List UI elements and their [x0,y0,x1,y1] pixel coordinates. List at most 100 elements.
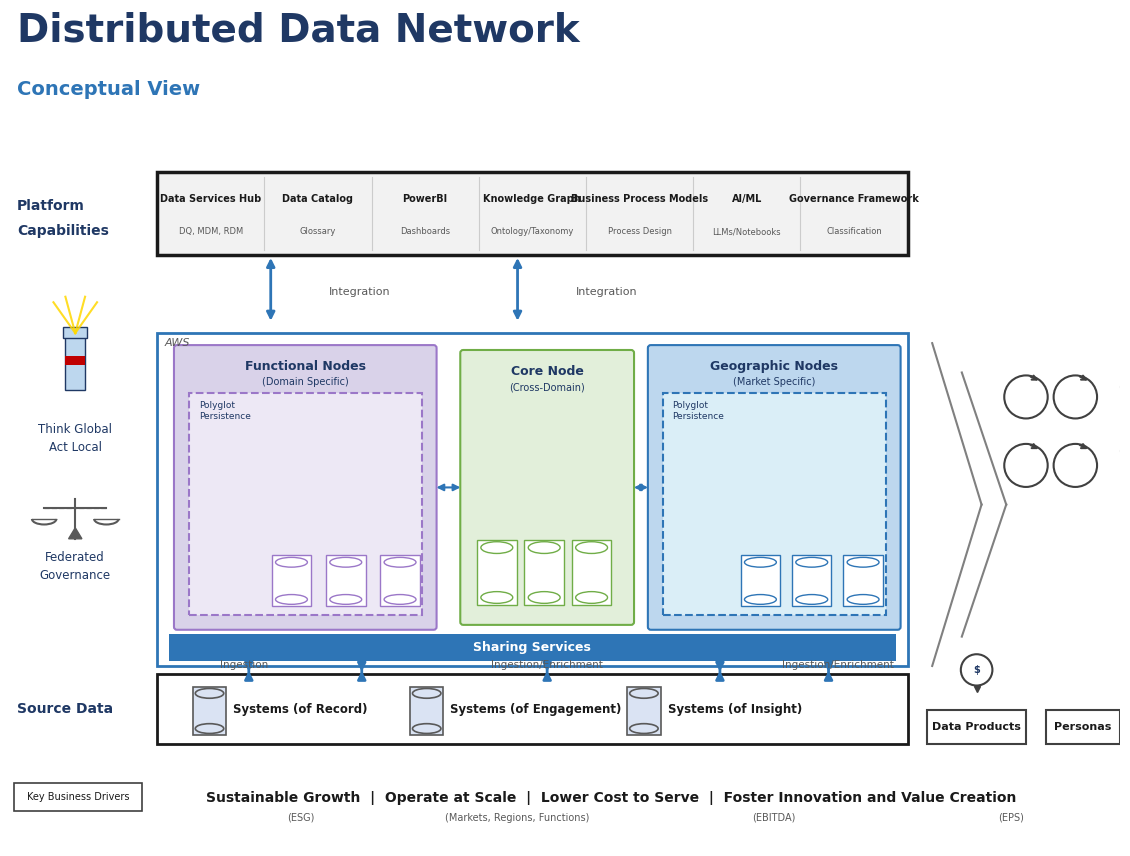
Text: Functional Nodes: Functional Nodes [245,360,366,372]
Text: Integration: Integration [329,288,390,297]
FancyBboxPatch shape [460,350,634,625]
FancyBboxPatch shape [63,327,87,338]
Ellipse shape [276,595,307,604]
Text: LLMs/Notebooks: LLMs/Notebooks [712,228,781,236]
Text: (EPS): (EPS) [998,812,1024,823]
Text: Platform: Platform [17,199,85,213]
FancyBboxPatch shape [1045,710,1120,744]
Text: Business Process Models: Business Process Models [571,193,709,204]
Text: (EBITDA): (EBITDA) [753,812,796,823]
Ellipse shape [575,591,608,603]
FancyBboxPatch shape [189,393,421,615]
FancyBboxPatch shape [740,556,780,606]
Text: Geographic Nodes: Geographic Nodes [711,360,838,372]
Ellipse shape [481,542,513,554]
Text: Ingestion/Enrichment: Ingestion/Enrichment [492,660,603,670]
Text: Ontology/Taxonomy: Ontology/Taxonomy [490,228,574,236]
Text: Governance Framework: Governance Framework [789,193,919,204]
Ellipse shape [412,688,441,698]
Ellipse shape [848,557,879,568]
FancyBboxPatch shape [14,783,142,811]
FancyBboxPatch shape [66,336,85,389]
Ellipse shape [629,688,658,698]
Text: Data Catalog: Data Catalog [282,193,354,204]
Ellipse shape [575,542,608,554]
Text: Core Node: Core Node [511,365,583,377]
Text: (Market Specific): (Market Specific) [733,377,816,388]
Ellipse shape [629,723,658,734]
Text: Capabilities: Capabilities [17,223,108,238]
FancyBboxPatch shape [157,674,907,744]
Text: Polyglot
Persistence: Polyglot Persistence [672,401,724,421]
Ellipse shape [276,557,307,568]
Ellipse shape [796,557,827,568]
Ellipse shape [330,557,362,568]
FancyBboxPatch shape [381,556,420,606]
Ellipse shape [195,688,224,698]
Text: Distributed Data Network: Distributed Data Network [17,12,580,50]
Ellipse shape [195,723,224,734]
FancyBboxPatch shape [66,356,85,366]
Ellipse shape [384,557,416,568]
FancyBboxPatch shape [327,556,365,606]
Text: Process Design: Process Design [608,228,671,236]
Ellipse shape [848,595,879,604]
Text: Key Business Drivers: Key Business Drivers [27,792,130,802]
Ellipse shape [745,595,776,604]
Text: Sustainable Growth  |  Operate at Scale  |  Lower Cost to Serve  |  Foster Innov: Sustainable Growth | Operate at Scale | … [206,791,1017,805]
Text: Systems (of Record): Systems (of Record) [233,703,367,716]
Ellipse shape [796,595,827,604]
FancyBboxPatch shape [572,540,611,605]
Text: DQ, MDM, RDM: DQ, MDM, RDM [179,228,243,236]
Text: PowerBI: PowerBI [402,193,447,204]
Text: Think Global
Act Local: Think Global Act Local [38,424,112,455]
Text: Integration: Integration [575,288,637,297]
FancyBboxPatch shape [170,633,896,661]
Text: Systems (of Insight): Systems (of Insight) [668,703,802,716]
Text: Sharing Services: Sharing Services [473,641,591,654]
Ellipse shape [745,557,776,568]
Text: (Cross-Domain): (Cross-Domain) [510,383,585,392]
FancyBboxPatch shape [193,687,226,735]
FancyBboxPatch shape [477,540,516,605]
Text: AI/ML: AI/ML [731,193,762,204]
FancyBboxPatch shape [627,687,661,735]
Ellipse shape [528,591,560,603]
Text: (Markets, Regions, Functions): (Markets, Regions, Functions) [445,812,590,823]
FancyBboxPatch shape [410,687,443,735]
Text: Federated
Governance: Federated Governance [40,550,111,581]
FancyBboxPatch shape [271,556,311,606]
FancyBboxPatch shape [157,333,907,666]
FancyBboxPatch shape [662,393,886,615]
Ellipse shape [330,595,362,604]
Text: $: $ [973,665,980,675]
Text: Personas: Personas [1054,722,1112,732]
Text: Glossary: Glossary [299,228,336,236]
FancyBboxPatch shape [928,710,1026,744]
Polygon shape [69,528,81,538]
Ellipse shape [481,591,513,603]
FancyBboxPatch shape [843,556,883,606]
FancyBboxPatch shape [647,345,901,630]
Text: Knowledge Graph: Knowledge Graph [484,193,581,204]
Ellipse shape [528,542,560,554]
Text: Ingestion/Enrichment: Ingestion/Enrichment [782,660,894,670]
Text: (Domain Specific): (Domain Specific) [262,377,349,388]
Text: Systems (of Engagement): Systems (of Engagement) [451,703,622,716]
FancyBboxPatch shape [157,172,907,255]
Text: Classification: Classification [826,228,881,236]
FancyBboxPatch shape [792,556,832,606]
Text: Data Products: Data Products [932,722,1022,732]
FancyBboxPatch shape [174,345,436,630]
Ellipse shape [384,595,416,604]
Text: Ingestion: Ingestion [219,660,268,670]
Text: Source Data: Source Data [17,702,113,716]
Text: Dashboards: Dashboards [400,228,450,236]
Text: Polyglot
Persistence: Polyglot Persistence [199,401,251,421]
Text: Conceptual View: Conceptual View [17,80,200,98]
Ellipse shape [412,723,441,734]
FancyBboxPatch shape [524,540,564,605]
Text: Data Services Hub: Data Services Hub [160,193,261,204]
Text: AWS: AWS [165,338,191,348]
Text: (ESG): (ESG) [287,812,314,823]
